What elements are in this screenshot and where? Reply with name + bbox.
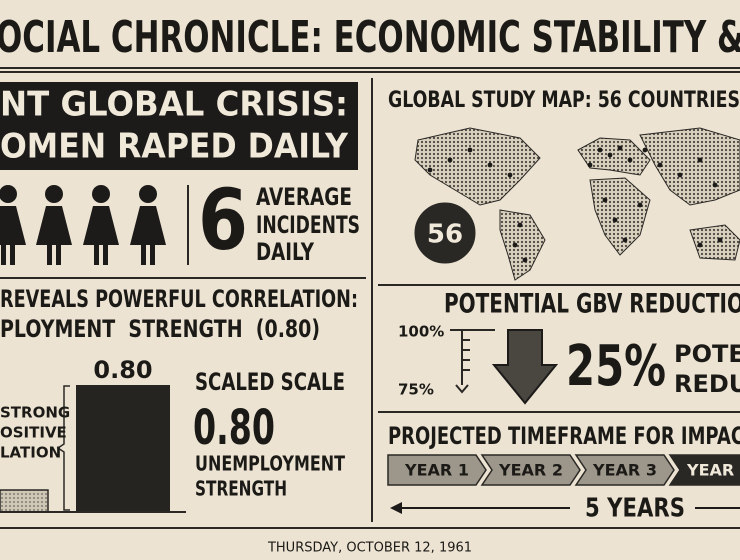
study-dot [657, 162, 663, 168]
study-dot [602, 197, 608, 203]
head [139, 185, 157, 203]
body [83, 206, 119, 265]
scale-top: 100% [398, 323, 444, 341]
body [130, 206, 166, 265]
study-dot [512, 242, 518, 248]
down-arrow [491, 329, 559, 405]
year-label: YEAR 3 [592, 461, 657, 480]
correlation-heading: REVEALS POWERFUL CORRELATION: [0, 285, 358, 313]
study-dot [637, 202, 643, 208]
scale-value: 0.80 [193, 400, 275, 456]
year-chevron [574, 454, 675, 486]
crisis-line: NT GLOBAL CRISIS: [0, 85, 348, 125]
study-dot [642, 147, 648, 153]
study-dot [487, 162, 493, 168]
crisis-banner [0, 82, 358, 170]
correlation-heading: PLOYMENT STRENGTH (0.80) [0, 315, 320, 343]
study-dot [622, 237, 628, 243]
study-dot [587, 162, 593, 168]
study-dot [507, 172, 513, 178]
footer-date: THURSDAY, OCTOBER 12, 1961 [267, 541, 472, 556]
timeframe-title: PROJECTED TIMEFRAME FOR IMPAC [388, 422, 740, 450]
year-chevron [387, 454, 487, 486]
badge [411, 199, 479, 267]
scale-label: UNEMPLOYMENT [195, 452, 345, 476]
figure-icons [0, 185, 166, 265]
header-title: OCIAL CHRONICLE: ECONOMIC STABILITY & [0, 12, 740, 63]
small-bar [0, 489, 49, 513]
study-dot [612, 217, 618, 223]
scale-title: SCALED SCALE [195, 368, 345, 396]
study-dot [697, 242, 703, 248]
bracket-label: OSITIVE [0, 424, 67, 442]
reduction-label: REDUC [674, 370, 740, 398]
correlation-bar [76, 385, 170, 512]
body [0, 206, 26, 265]
study-dot [427, 167, 433, 173]
arrow-head [390, 502, 402, 514]
incident-number: 6 [198, 171, 248, 269]
head [92, 185, 110, 203]
bracket-label: LATION [0, 444, 61, 462]
study-dot [677, 172, 683, 178]
year-label: YEAR 4 [686, 461, 740, 480]
study-dot [522, 257, 528, 263]
year-chevron [480, 454, 581, 486]
bracket [56, 385, 70, 511]
bar-label: 0.80 [93, 356, 152, 384]
incident-label: DAILY [256, 238, 314, 266]
study-dot [712, 182, 718, 188]
badge-label: 56 [427, 220, 463, 250]
incident-label: AVERAGE [256, 183, 352, 211]
study-dot [597, 147, 603, 153]
timeline: YEAR 1 YEAR 2 YEAR 3 YEAR 4 [387, 454, 740, 486]
incident-label: INCIDENTS [256, 211, 360, 239]
study-dots [427, 145, 723, 263]
year-chevron [668, 454, 740, 486]
bracket-label: STRONG [0, 404, 70, 422]
map-title: GLOBAL STUDY MAP: 56 COUNTRIES [388, 88, 740, 113]
scale-bottom: 75% [398, 381, 434, 399]
year-label: YEAR 1 [404, 461, 469, 480]
study-dot [467, 147, 473, 153]
study-dot [447, 157, 453, 163]
body [36, 206, 72, 265]
study-dot [697, 157, 703, 163]
reduction-title: POTENTIAL GBV REDUCTIO [444, 289, 740, 320]
study-dot [607, 152, 613, 158]
world-map [414, 127, 740, 281]
crisis-line: OMEN RAPED DAILY [0, 127, 348, 167]
scale-label: STRENGTH [195, 477, 287, 501]
study-dot [627, 157, 633, 163]
head [0, 185, 17, 203]
year-label: YEAR 2 [498, 461, 563, 480]
study-dot [617, 145, 623, 151]
reduction-label: POTEN [674, 340, 740, 368]
study-dot [717, 237, 723, 243]
study-dot [517, 222, 523, 228]
scale-gauge [450, 329, 495, 394]
reduction-value: 25% [566, 334, 666, 399]
span-label: 5 YEARS [585, 494, 685, 524]
head [45, 185, 63, 203]
